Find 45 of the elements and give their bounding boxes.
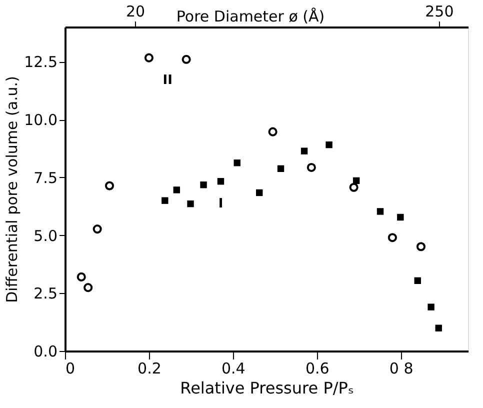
y-tick-label: 7.5: [34, 168, 58, 187]
point: [234, 159, 240, 166]
point: [414, 277, 421, 284]
point: [104, 181, 114, 190]
point: [435, 324, 442, 332]
y-tick-label: 5.0: [34, 226, 58, 245]
point: [187, 200, 194, 208]
x2-tick-label: 250: [425, 2, 454, 20]
point: [200, 181, 207, 188]
point: [217, 178, 224, 185]
y-tick-label: 10.0: [24, 111, 58, 130]
point: [144, 53, 154, 62]
x2-tick-label: 20: [126, 2, 146, 20]
y-tick-label: 12.5: [24, 53, 58, 72]
point: [397, 214, 404, 221]
point: [84, 283, 93, 292]
point: [162, 197, 168, 204]
point: [277, 165, 284, 172]
point: [388, 233, 397, 242]
point: [326, 141, 332, 148]
point: [92, 224, 102, 234]
y-axis-title: Differential pore volume (a.u.): [3, 76, 22, 303]
x-axis-title: Relative Pressure P/Pₛ: [180, 378, 354, 398]
point: [76, 272, 86, 282]
point: [352, 177, 360, 184]
point: [376, 208, 384, 215]
point: [416, 242, 426, 252]
series-label: II: [162, 72, 172, 88]
point: [349, 182, 358, 192]
x2-axis-title: Pore Diameter ø (Å): [176, 8, 325, 26]
x-tick-label: 0.6: [305, 360, 330, 378]
point: [428, 304, 434, 310]
point: [300, 148, 308, 154]
point: [268, 127, 278, 136]
x-tick-label: 0.2: [138, 360, 162, 378]
point: [256, 189, 263, 196]
point: [182, 54, 191, 64]
x-tick-label: 0 8: [389, 360, 414, 378]
point: [173, 186, 180, 194]
x-tick-label: 0: [66, 360, 76, 378]
y-tick-label: 2.5: [34, 284, 58, 303]
x-tick-label: 0.4: [221, 360, 246, 378]
point: [306, 162, 316, 172]
y-tick-label: 0.0: [34, 342, 58, 360]
series-label: I: [218, 196, 224, 212]
